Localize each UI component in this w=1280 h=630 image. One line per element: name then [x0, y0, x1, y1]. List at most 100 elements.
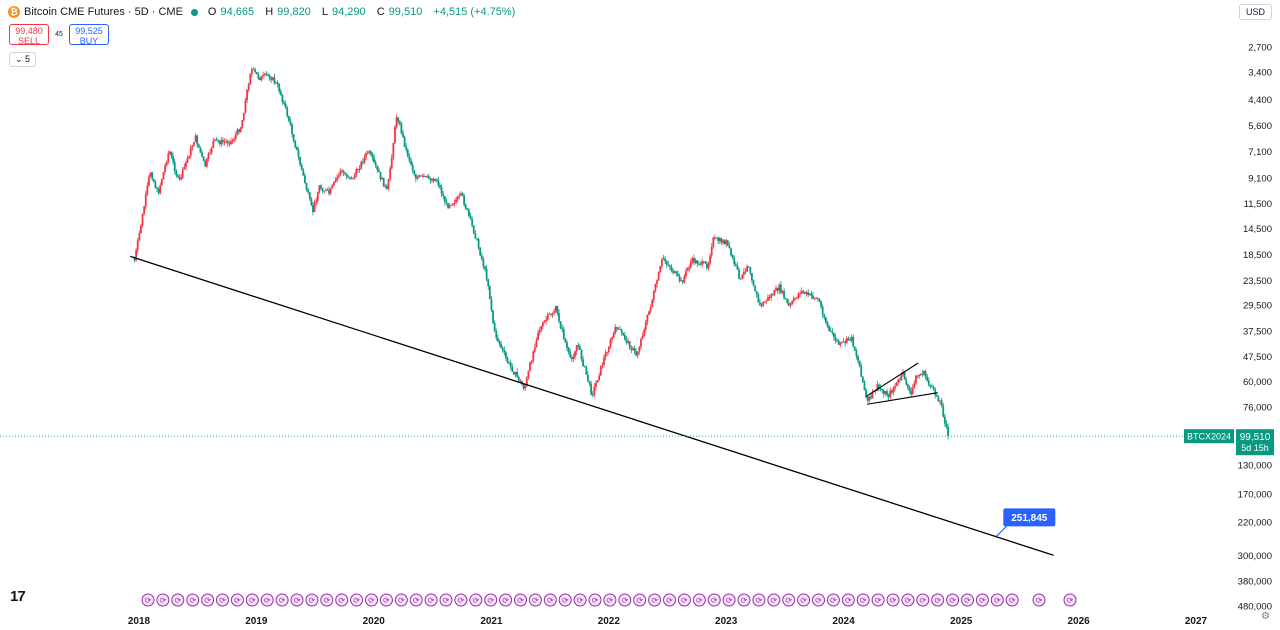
- event-marker-icon[interactable]: ⟳: [975, 593, 989, 607]
- wedge-lower-line[interactable]: [866, 392, 938, 405]
- event-marker-icon[interactable]: ⟳: [484, 593, 498, 607]
- tradingview-logo[interactable]: 17: [10, 588, 26, 605]
- event-marker-icon[interactable]: ⟳: [588, 593, 602, 607]
- svg-text:⟳: ⟳: [428, 596, 435, 605]
- candle: [210, 146, 213, 156]
- event-marker-icon[interactable]: ⟳: [692, 593, 706, 607]
- indicators-collapse-button[interactable]: ⌄ 5: [9, 52, 37, 67]
- event-marker-icon[interactable]: ⟳: [156, 593, 170, 607]
- candle: [915, 375, 917, 386]
- candle: [493, 320, 496, 333]
- event-marker-icon[interactable]: ⟳: [841, 593, 855, 607]
- support-trendline[interactable]: [130, 255, 1054, 556]
- candle: [794, 297, 797, 301]
- event-marker-icon[interactable]: ⟳: [514, 593, 527, 607]
- event-marker-icon[interactable]: ⟳: [141, 593, 155, 607]
- event-marker-icon[interactable]: ⟳: [1032, 593, 1046, 607]
- candle: [249, 72, 252, 85]
- price-tick-8: 18,500: [1243, 250, 1272, 261]
- event-marker-icon[interactable]: ⟳: [260, 593, 274, 607]
- event-marker-icon[interactable]: ⟳: [663, 593, 676, 607]
- svg-text:⟳: ⟳: [1009, 596, 1016, 605]
- event-marker-icon[interactable]: ⟳: [439, 593, 453, 607]
- event-marker-icon[interactable]: ⟳: [230, 593, 244, 607]
- event-marker-icon[interactable]: ⟳: [707, 593, 721, 607]
- symbol-title[interactable]: Bitcoin CME Futures · 5D · CME: [24, 6, 183, 18]
- buy-button[interactable]: 99,525 BUY: [69, 24, 109, 46]
- candle: [781, 289, 784, 295]
- candle: [908, 385, 911, 394]
- settings-gear-icon[interactable]: ⚙: [1261, 611, 1270, 622]
- event-marker-icon[interactable]: ⟳: [245, 593, 259, 607]
- price-tick-1: 3,400: [1248, 67, 1272, 78]
- event-marker-icon[interactable]: ⟳: [871, 593, 885, 607]
- event-marker-icon[interactable]: ⟳: [1005, 593, 1019, 607]
- event-marker-icon[interactable]: ⟳: [767, 593, 781, 607]
- event-marker-icon[interactable]: ⟳: [543, 593, 557, 607]
- event-marker-icon[interactable]: ⟳: [826, 593, 840, 607]
- sell-button[interactable]: 99,480 SELL: [9, 24, 49, 46]
- event-marker-icon[interactable]: ⟳: [186, 593, 200, 607]
- event-marker-icon[interactable]: ⟳: [171, 593, 185, 607]
- event-marker-icon[interactable]: ⟳: [528, 593, 542, 607]
- event-marker-icon[interactable]: ⟳: [290, 593, 304, 607]
- candle: [418, 174, 420, 179]
- event-marker-icon[interactable]: ⟳: [782, 593, 796, 607]
- event-marker-icon[interactable]: ⟳: [916, 593, 930, 607]
- event-marker-icon[interactable]: ⟳: [752, 593, 766, 607]
- candle: [545, 315, 548, 325]
- candle: [884, 390, 887, 396]
- event-marker-icon[interactable]: ⟳: [409, 593, 423, 607]
- svg-text:⟳: ⟳: [219, 596, 226, 605]
- event-marker-icon[interactable]: ⟳: [990, 593, 1004, 607]
- price-callout[interactable]: 251,845: [995, 508, 1056, 537]
- event-marker-icon[interactable]: ⟳: [961, 593, 974, 607]
- event-marker-icon[interactable]: ⟳: [648, 593, 662, 607]
- event-marker-icon[interactable]: ⟳: [1063, 593, 1077, 607]
- event-marker-icon[interactable]: ⟳: [931, 593, 945, 607]
- candle: [617, 326, 620, 330]
- price-tick-19: 380,000: [1238, 576, 1272, 587]
- wedge-upper-line[interactable]: [865, 362, 919, 398]
- candle: [448, 203, 451, 209]
- time-tick-9: 2027: [1185, 616, 1208, 627]
- event-marker-icon[interactable]: ⟳: [677, 593, 691, 607]
- candle: [447, 202, 449, 209]
- event-marker-icon[interactable]: ⟳: [394, 593, 408, 607]
- event-marker-icon[interactable]: ⟳: [379, 593, 393, 607]
- event-marker-icon[interactable]: ⟳: [558, 593, 572, 607]
- event-marker-icon[interactable]: ⟳: [350, 593, 364, 607]
- price-tick-2: 4,400: [1248, 95, 1272, 106]
- candle: [379, 171, 382, 182]
- candle: [543, 319, 546, 324]
- event-marker-icon[interactable]: ⟳: [737, 593, 751, 607]
- event-marker-icon[interactable]: ⟳: [365, 593, 378, 607]
- event-marker-icon[interactable]: ⟳: [469, 593, 483, 607]
- event-marker-icon[interactable]: ⟳: [618, 593, 632, 607]
- event-marker-icon[interactable]: ⟳: [454, 593, 468, 607]
- candle: [212, 137, 215, 149]
- currency-selector[interactable]: USD: [1238, 4, 1272, 20]
- event-marker-icon[interactable]: ⟳: [335, 593, 349, 607]
- event-marker-icon[interactable]: ⟳: [797, 593, 811, 607]
- event-marker-icon[interactable]: ⟳: [633, 593, 647, 607]
- candle: [495, 328, 498, 341]
- event-marker-icon[interactable]: ⟳: [886, 593, 900, 607]
- event-marker-icon[interactable]: ⟳: [275, 593, 289, 607]
- event-marker-icon[interactable]: ⟳: [216, 593, 229, 607]
- candle: [849, 337, 851, 342]
- event-marker-icon[interactable]: ⟳: [424, 593, 438, 607]
- event-marker-icon[interactable]: ⟳: [305, 593, 319, 607]
- event-marker-icon[interactable]: ⟳: [320, 593, 334, 607]
- event-marker-icon[interactable]: ⟳: [812, 593, 825, 607]
- event-marker-icon[interactable]: ⟳: [856, 593, 870, 607]
- event-marker-icon[interactable]: ⟳: [603, 593, 617, 607]
- event-marker-icon[interactable]: ⟳: [201, 593, 215, 607]
- event-marker-icon[interactable]: ⟳: [499, 593, 513, 607]
- candle: [398, 120, 401, 126]
- event-marker-icon[interactable]: ⟳: [573, 593, 587, 607]
- event-marker-icon[interactable]: ⟳: [901, 593, 915, 607]
- event-marker-icon[interactable]: ⟳: [946, 593, 960, 607]
- event-marker-icon[interactable]: ⟳: [722, 593, 736, 607]
